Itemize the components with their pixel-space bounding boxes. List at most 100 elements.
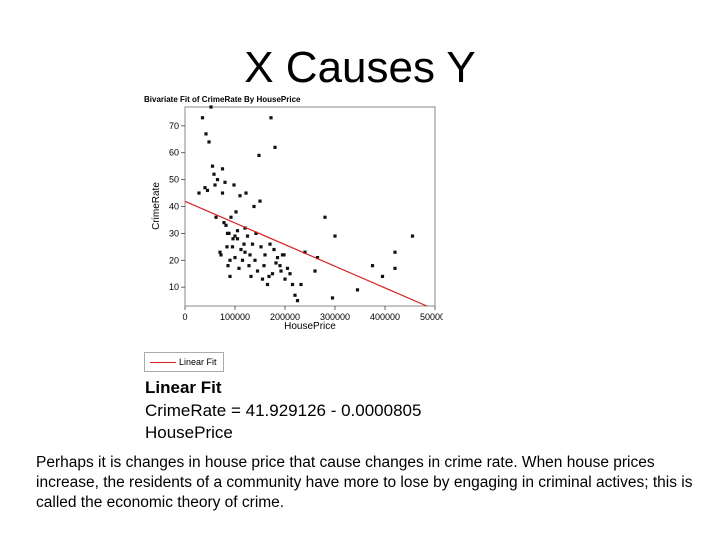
- slide-title: X Causes Y: [244, 43, 476, 92]
- data-point: [237, 266, 241, 270]
- data-point: [270, 272, 275, 276]
- fit-heading: Linear Fit: [145, 378, 222, 397]
- data-point: [238, 194, 242, 198]
- data-point: [278, 264, 282, 268]
- data-point: [207, 140, 211, 144]
- data-point: [233, 234, 237, 238]
- data-point: [370, 264, 375, 268]
- data-point: [255, 269, 260, 273]
- legend: Linear Fit: [144, 352, 224, 372]
- legend-line-swatch: [150, 362, 176, 363]
- data-point: [250, 242, 255, 246]
- data-point: [410, 234, 415, 238]
- data-point: [240, 258, 245, 262]
- data-point: [293, 293, 297, 297]
- data-point: [380, 274, 385, 279]
- data-point: [235, 237, 240, 241]
- data-point: [393, 266, 397, 270]
- data-point: [267, 274, 271, 279]
- fit-equation: CrimeRate = 41.929126 - 0.0000805 HouseP…: [145, 401, 422, 442]
- x-tick-label: 400000: [370, 312, 400, 322]
- data-point: [288, 272, 292, 276]
- data-point: [235, 229, 240, 233]
- data-point: [229, 215, 233, 219]
- data-point: [279, 269, 283, 273]
- data-point: [219, 253, 223, 257]
- data-point: [254, 231, 258, 235]
- y-tick-label: 50: [169, 175, 179, 185]
- data-point: [259, 245, 263, 249]
- chart-panel: 0 100000 200000 300000 400000 500000 10 20 30 40 5…: [143, 92, 443, 340]
- data-point: [223, 180, 227, 184]
- data-point: [355, 288, 360, 292]
- data-point: [299, 282, 303, 287]
- data-point: [212, 172, 216, 176]
- linear-fit-line: [184, 200, 428, 307]
- data-point: [200, 116, 205, 120]
- data-point: [242, 242, 246, 246]
- data-point: [243, 226, 247, 230]
- data-point: [220, 191, 225, 195]
- data-point: [234, 210, 238, 214]
- data-point: [265, 282, 270, 287]
- data-point: [228, 274, 232, 279]
- data-point: [253, 258, 257, 262]
- data-point: [290, 282, 295, 287]
- data-point: [272, 247, 276, 252]
- data-point: [218, 250, 222, 254]
- data-point: [285, 266, 290, 270]
- y-axis-label: CrimeRate: [151, 182, 162, 230]
- x-tick-label: 0: [182, 312, 187, 322]
- data-point: [257, 153, 261, 158]
- data-point: [273, 145, 277, 149]
- data-point: [197, 191, 201, 195]
- slide-caption: Perhaps it is changes in house price tha…: [36, 454, 693, 511]
- data-point: [393, 250, 397, 254]
- data-point: [225, 245, 229, 249]
- data-point: [249, 274, 253, 279]
- data-point: [315, 255, 320, 260]
- data-point: [233, 255, 237, 260]
- data-point: [274, 261, 278, 265]
- data-point: [252, 204, 256, 209]
- data-point: [303, 250, 307, 254]
- data-point: [275, 255, 280, 260]
- data-point: [283, 277, 287, 281]
- y-tick-label: 70: [169, 121, 179, 131]
- data-point: [205, 188, 210, 192]
- data-point: [227, 231, 231, 235]
- data-point: [244, 191, 248, 195]
- x-tick-label: 500000: [420, 312, 443, 322]
- scatter-chart: 0 100000 200000 300000 400000 500000 10 20 30 40 5…: [151, 105, 443, 332]
- data-point: [204, 132, 208, 136]
- y-tick-label: 30: [169, 228, 179, 238]
- data-point: [263, 253, 267, 257]
- data-point: [209, 105, 213, 109]
- plot-frame: [184, 106, 436, 307]
- data-point: [282, 253, 286, 257]
- data-point: [260, 277, 265, 281]
- data-point: [230, 245, 235, 249]
- y-tick-label: 40: [169, 202, 179, 212]
- data-point: [213, 183, 217, 187]
- data-point: [224, 223, 228, 227]
- data-point: [226, 264, 230, 268]
- y-tick-label: 20: [169, 255, 179, 265]
- data-point: [210, 164, 215, 168]
- data-point: [220, 167, 225, 171]
- data-point: [269, 116, 273, 120]
- data-point: [232, 183, 236, 187]
- data-point: [243, 250, 247, 254]
- y-tick-label: 60: [169, 148, 179, 158]
- data-point: [258, 199, 262, 203]
- x-axis-label: HousePrice: [284, 321, 336, 332]
- data-point: [262, 264, 266, 268]
- legend-label: Linear Fit: [179, 357, 217, 367]
- data-point: [330, 296, 335, 300]
- data-point: [247, 264, 251, 268]
- data-point: [313, 269, 317, 273]
- data-point: [222, 221, 226, 225]
- data-point: [228, 258, 232, 262]
- x-tick-label: 100000: [220, 312, 250, 322]
- data-point: [214, 215, 218, 219]
